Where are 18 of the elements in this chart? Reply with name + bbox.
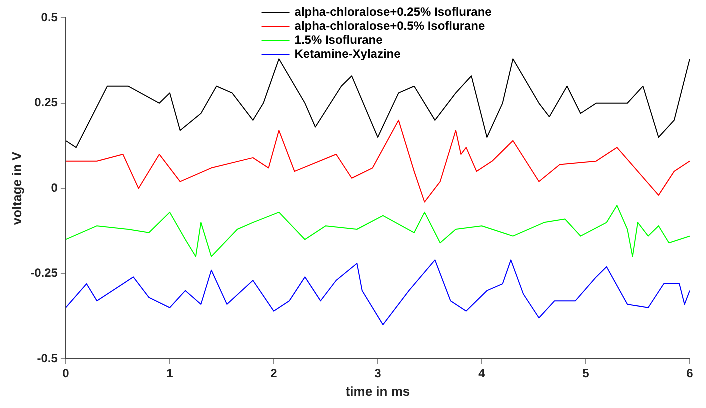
x-tick-label: 6: [686, 366, 694, 381]
x-tick-label: 1: [166, 366, 174, 381]
y-tick-label: 0.5: [41, 10, 58, 25]
y-tick-label: -0.5: [37, 351, 58, 366]
x-tick-label: 5: [582, 366, 590, 381]
legend-label: alpha-chloralose+0.25% Isoflurane: [294, 5, 492, 19]
x-tick-label: 3: [374, 366, 382, 381]
y-tick-label: -0.25: [30, 266, 58, 280]
x-tick-label: 4: [478, 366, 486, 381]
x-tick-label: 0: [62, 366, 70, 381]
x-tick-label: 2: [270, 366, 278, 381]
y-tick-label: 0: [51, 180, 58, 195]
legend-label: Ketamine-Xylazine: [294, 47, 401, 61]
y-tick-label: 0.25: [34, 96, 58, 110]
legend-label: 1.5% Isoflurane: [294, 33, 383, 47]
x-axis-title: time in ms: [346, 384, 410, 399]
legend-label: alpha-chloralose+0.5% Isoflurane: [294, 19, 486, 33]
y-axis-title: voltage in V: [9, 152, 24, 226]
